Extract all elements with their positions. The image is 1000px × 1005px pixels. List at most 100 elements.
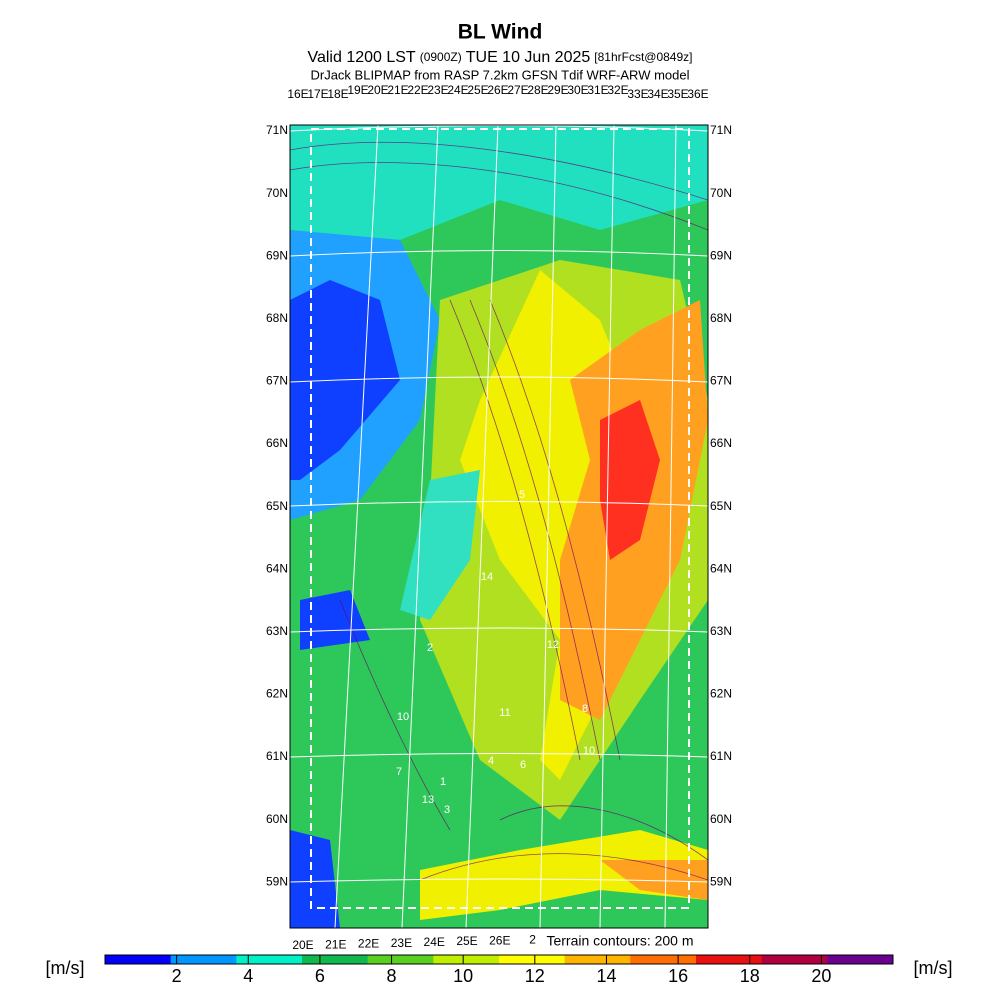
colorbar-segment xyxy=(696,955,763,964)
latitude-left: 68N xyxy=(266,311,288,325)
latitude-right: 60N xyxy=(710,812,732,826)
top-longitude: 32E xyxy=(607,83,628,97)
bottom-longitude: 26E xyxy=(489,933,510,947)
latitude-left: 67N xyxy=(266,374,288,388)
colorbar-tick-label: 6 xyxy=(315,966,325,986)
model: DrJack BLIPMAP from RASP 7.2km GFSN Tdif… xyxy=(310,67,689,82)
bottom-longitude: 21E xyxy=(325,937,346,951)
latitude-left: 61N xyxy=(266,749,288,763)
title: BL Wind xyxy=(458,21,543,44)
unit-right: [m/s] xyxy=(914,958,953,978)
colorbar-tick-label: 20 xyxy=(811,966,831,986)
top-longitude: 16E xyxy=(287,87,308,101)
top-longitude: 25E xyxy=(467,83,488,97)
contour-label: 7 xyxy=(396,766,402,778)
latitude-right: 59N xyxy=(710,874,732,888)
valid: Valid 1200 LST xyxy=(307,49,415,66)
colorbar-segment xyxy=(170,955,237,964)
latitude-left: 69N xyxy=(266,248,288,262)
latitude-right: 66N xyxy=(710,436,732,450)
colorbar-segment xyxy=(105,955,172,964)
colorbar-tick-label: 12 xyxy=(525,966,545,986)
bottom-longitude: 20E xyxy=(292,938,313,952)
top-longitude: 33E xyxy=(627,87,648,101)
colorbar-segment xyxy=(367,955,434,964)
contour-label: 2 xyxy=(427,642,433,654)
colorbar-tick-label: 10 xyxy=(453,966,473,986)
contour-label: 13 xyxy=(422,794,434,806)
contour-label: 3 xyxy=(444,804,450,816)
top-longitude: 19E xyxy=(347,83,368,97)
top-longitude: 31E xyxy=(587,83,608,97)
map-frame xyxy=(289,124,709,929)
latitude-right: 67N xyxy=(710,374,732,388)
terrain-note: Terrain contours: 200 m xyxy=(546,933,693,949)
top-longitude: 30E xyxy=(567,83,588,97)
colorbar-segment xyxy=(761,955,828,964)
latitude-left: 70N xyxy=(266,186,288,200)
latitude-right: 64N xyxy=(710,561,732,575)
bottom-longitude: 23E xyxy=(391,936,412,950)
latitude-right: 62N xyxy=(710,687,732,701)
latitude-left: 65N xyxy=(266,499,288,513)
latitude-right: 70N xyxy=(710,186,732,200)
latitude-left: 60N xyxy=(266,812,288,826)
colorbar-tick-label: 2 xyxy=(172,966,182,986)
top-longitude: 22E xyxy=(407,83,428,97)
wind-map xyxy=(290,125,708,928)
top-longitude: 21E xyxy=(387,83,408,97)
colorbar-segment xyxy=(827,955,894,964)
contour-label: 14 xyxy=(481,571,493,583)
zulu: (0900Z) xyxy=(420,50,462,64)
top-longitude: 18E xyxy=(327,87,348,101)
bottom-longitude: 24E xyxy=(424,935,445,949)
contour-label: 5 xyxy=(519,489,525,501)
top-longitude: 17E xyxy=(307,87,328,101)
top-longitude: 20E xyxy=(367,83,388,97)
colorbar-segment xyxy=(630,955,697,964)
top-longitude: 34E xyxy=(647,87,668,101)
colorbar-tick-label: 14 xyxy=(596,966,616,986)
forecast: [81hrFcst@0849z] xyxy=(594,50,692,64)
top-longitude: 35E xyxy=(667,87,688,101)
top-longitude: 23E xyxy=(427,83,448,97)
colorbar-segment xyxy=(499,955,566,964)
colorbar-tick-label: 18 xyxy=(740,966,760,986)
colorbar-tick-label: 16 xyxy=(668,966,688,986)
colorbar-segment xyxy=(433,955,500,964)
latitude-left: 66N xyxy=(266,436,288,450)
date: TUE 10 Jun 2025 xyxy=(466,49,591,66)
latitude-right: 69N xyxy=(710,248,732,262)
latitude-left: 64N xyxy=(266,561,288,575)
latitude-left: 63N xyxy=(266,624,288,638)
top-longitude: 27E xyxy=(507,83,528,97)
contour-label: 10 xyxy=(583,745,595,757)
contour-label: 10 xyxy=(397,711,409,723)
latitude-right: 71N xyxy=(710,123,732,137)
colorbar-frame xyxy=(104,954,894,965)
colorbar-segment xyxy=(564,955,631,964)
contour-label: 6 xyxy=(520,759,526,771)
bottom-longitude: 2 xyxy=(529,933,536,947)
colorbar-tick-label: 8 xyxy=(387,966,397,986)
bottom-longitude: 22E xyxy=(358,937,379,951)
colorbar-segment xyxy=(302,955,369,964)
unit-left: [m/s] xyxy=(46,958,85,978)
latitude-left: 59N xyxy=(266,874,288,888)
latitude-right: 68N xyxy=(710,311,732,325)
bottom-longitude: 25E xyxy=(456,934,477,948)
latitude-right: 65N xyxy=(710,499,732,513)
subtitle: Valid 1200 LST (0900Z) TUE 10 Jun 2025 [81h… xyxy=(307,49,692,66)
latitude-right: 61N xyxy=(710,749,732,763)
colorbar-segment xyxy=(236,955,303,964)
latitude-left: 71N xyxy=(266,123,288,137)
contour-label: 11 xyxy=(499,707,510,719)
top-longitude: 36E xyxy=(687,87,708,101)
top-longitude: 29E xyxy=(547,83,568,97)
contour-label: 8 xyxy=(582,703,588,715)
latitude-left: 62N xyxy=(266,687,288,701)
colorbar-tick-label: 4 xyxy=(243,966,253,986)
contour-label: 4 xyxy=(488,755,494,767)
contour-label: 12 xyxy=(547,639,559,651)
